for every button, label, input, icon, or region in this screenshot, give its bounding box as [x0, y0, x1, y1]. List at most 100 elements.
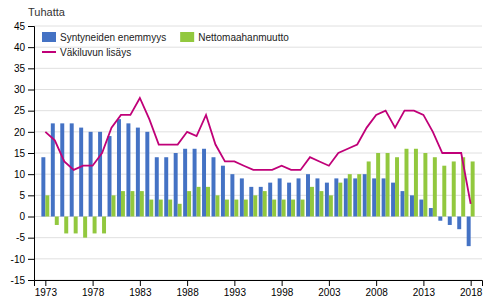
- bar: [178, 204, 182, 217]
- bar: [79, 128, 83, 217]
- bar: [121, 191, 125, 216]
- y-tick-label: 15: [14, 148, 26, 159]
- y-tick-mark: [28, 26, 34, 27]
- bar: [159, 200, 163, 217]
- legend-label: Nettomaahanmuutto: [198, 32, 289, 43]
- y-tick-mark: [28, 195, 34, 196]
- y-tick-mark: [28, 111, 34, 112]
- x-tick: 1973: [35, 280, 58, 298]
- bar: [202, 149, 206, 217]
- x-tick: 2003: [318, 280, 341, 298]
- bar: [471, 161, 475, 216]
- y-tick-mark: [28, 90, 34, 91]
- x-tick-mark: [234, 280, 235, 286]
- y-tick: 0: [19, 211, 34, 222]
- bar: [183, 149, 187, 217]
- x-tick-mark: [140, 280, 141, 286]
- x-tick: 2018: [460, 280, 483, 298]
- grid-line: [34, 258, 482, 259]
- legend-item: Väkiluvun lisäys: [42, 47, 131, 58]
- grid: [34, 26, 482, 280]
- y-tick: 35: [14, 63, 34, 74]
- y-tick-label: 5: [19, 190, 25, 201]
- bar: [215, 195, 219, 216]
- bar: [41, 157, 45, 216]
- bar: [221, 166, 225, 217]
- bar: [136, 128, 140, 217]
- grid-line: [34, 89, 482, 90]
- bar: [338, 183, 342, 217]
- x-tick: 1988: [176, 280, 199, 298]
- y-tick: 10: [14, 169, 34, 180]
- bar: [395, 157, 399, 216]
- bar: [452, 161, 456, 216]
- bar: [329, 195, 333, 216]
- bar: [211, 157, 215, 216]
- x-tick-label: 1998: [271, 287, 294, 298]
- y-tick-label: 20: [14, 127, 26, 138]
- bar: [325, 183, 329, 217]
- bar: [278, 178, 282, 216]
- bar: [234, 200, 238, 217]
- bar: [363, 174, 367, 216]
- bar: [60, 123, 64, 216]
- bar: [83, 217, 87, 238]
- y-tick-mark: [28, 238, 34, 239]
- bar: [89, 132, 93, 217]
- x-axis: 1973197819831988199319982003200820132018: [35, 280, 483, 298]
- y-tick: 5: [19, 190, 34, 201]
- bar: [140, 191, 144, 216]
- x-tick-label: 1983: [129, 287, 152, 298]
- bar: [187, 191, 191, 216]
- y-tick-mark: [28, 153, 34, 154]
- bar: [155, 157, 159, 216]
- x-tick-mark: [45, 280, 46, 286]
- y-tick-label: -5: [16, 232, 25, 243]
- bar: [414, 149, 418, 217]
- legend-label: Väkiluvun lisäys: [60, 47, 131, 58]
- bar-series: [41, 119, 470, 246]
- bar: [282, 200, 286, 217]
- bar: [357, 174, 361, 216]
- bar: [93, 217, 97, 234]
- bar: [301, 200, 305, 217]
- legend-item: Syntyneiden enemmyys: [42, 32, 166, 43]
- x-tick: 1998: [271, 280, 294, 298]
- y-tick: -10: [11, 254, 34, 265]
- bar: [306, 174, 310, 216]
- bar: [263, 191, 267, 216]
- bar: [353, 178, 357, 216]
- bar: [376, 153, 380, 217]
- bar: [230, 174, 234, 216]
- bar: [386, 153, 390, 217]
- x-tick-label: 2013: [413, 287, 436, 298]
- bar: [45, 195, 49, 216]
- bar: [249, 187, 253, 217]
- y-tick-label: 10: [14, 169, 26, 180]
- legend-swatch: [42, 51, 56, 53]
- bar: [334, 178, 338, 216]
- x-tick-mark: [471, 280, 472, 286]
- bar: [467, 217, 471, 247]
- bar: [367, 161, 371, 216]
- legend-swatch: [42, 32, 56, 42]
- y-tick: 15: [14, 148, 34, 159]
- bar: [310, 187, 314, 217]
- bar: [272, 200, 276, 217]
- bar: [259, 187, 263, 217]
- bar: [419, 200, 423, 217]
- bar: [225, 200, 229, 217]
- bar: [168, 200, 172, 217]
- y-tick-label: -15: [11, 275, 26, 286]
- y-tick-label: 25: [14, 105, 26, 116]
- x-tick: 2008: [366, 280, 389, 298]
- x-tick-mark: [93, 280, 94, 286]
- x-tick-mark: [376, 280, 377, 286]
- bar: [404, 149, 408, 217]
- bar: [401, 191, 405, 216]
- y-tick-label: 40: [14, 42, 26, 53]
- chart: -15-10-505101520253035404519731978198319…: [0, 0, 496, 304]
- y-axis: -15-10-5051015202530354045: [11, 21, 35, 286]
- bar: [64, 217, 68, 234]
- marks: [41, 98, 474, 246]
